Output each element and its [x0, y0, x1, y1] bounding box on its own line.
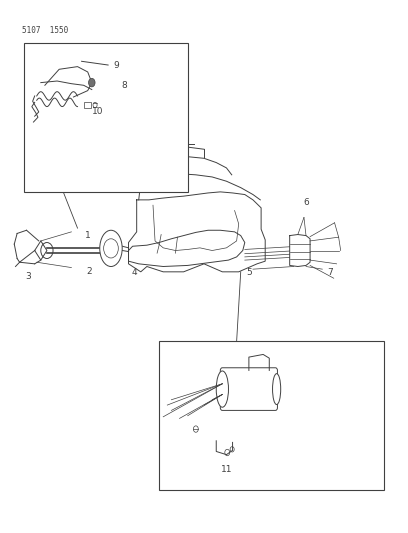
- Ellipse shape: [100, 230, 122, 266]
- Ellipse shape: [216, 371, 228, 407]
- Text: 4: 4: [132, 269, 137, 277]
- Text: 8: 8: [122, 81, 127, 90]
- FancyBboxPatch shape: [220, 368, 277, 410]
- Text: 7: 7: [328, 269, 333, 277]
- Text: 5: 5: [246, 269, 252, 277]
- Text: 3: 3: [25, 272, 31, 280]
- Bar: [84, 102, 91, 108]
- Bar: [159, 341, 384, 490]
- Text: 1: 1: [85, 231, 91, 240]
- Text: 9: 9: [113, 61, 119, 69]
- Circle shape: [89, 78, 95, 87]
- Bar: [24, 43, 188, 192]
- Ellipse shape: [273, 374, 281, 405]
- Text: 6: 6: [303, 198, 309, 207]
- Text: 11: 11: [221, 465, 232, 473]
- Text: 10: 10: [92, 108, 104, 116]
- Text: 2: 2: [86, 268, 92, 276]
- Text: 5107  1550: 5107 1550: [22, 26, 69, 35]
